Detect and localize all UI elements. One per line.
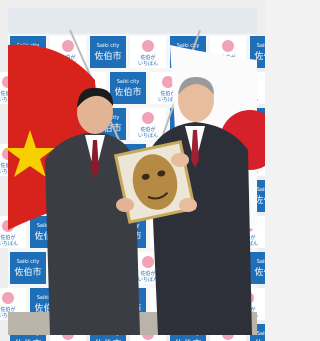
logo-ja: 佐伯市 xyxy=(114,86,141,98)
flower-logo xyxy=(62,40,74,52)
hand xyxy=(171,153,189,167)
slogan-line: 佐伯が xyxy=(140,270,155,277)
logo-en: Saiki city xyxy=(257,331,265,337)
hand xyxy=(116,198,134,212)
logo-en: Saiki city xyxy=(257,259,265,265)
logo-ja: 佐伯市 xyxy=(14,266,41,278)
logo-ja: 佐伯市 xyxy=(254,266,265,278)
slogan-line: いちばん xyxy=(138,132,158,139)
slogan-line: いちばん xyxy=(138,60,158,67)
slogan-line: 佐伯が xyxy=(140,54,155,61)
slogan-line: いちばん xyxy=(0,240,18,247)
slogan-line: 佐伯が xyxy=(0,234,15,241)
flower-logo xyxy=(222,40,234,52)
slogan-line: いちばん xyxy=(138,276,158,283)
logo-en: Saiki city xyxy=(117,79,140,85)
logo-ja: 佐伯市 xyxy=(94,50,121,62)
logo-en: Saiki city xyxy=(17,259,40,265)
window xyxy=(8,8,257,34)
flower-logo xyxy=(142,40,154,52)
logo-en: Saiki city xyxy=(97,43,120,49)
flower-logo xyxy=(2,292,14,304)
logo-en: Saiki city xyxy=(257,43,265,49)
slogan-line: 佐伯が xyxy=(140,126,155,133)
slogan-line: 佐伯が xyxy=(0,306,15,313)
flower-logo xyxy=(142,256,154,268)
logo-en: Saiki city xyxy=(257,187,265,193)
flower-logo xyxy=(142,112,154,124)
hand xyxy=(179,198,197,212)
